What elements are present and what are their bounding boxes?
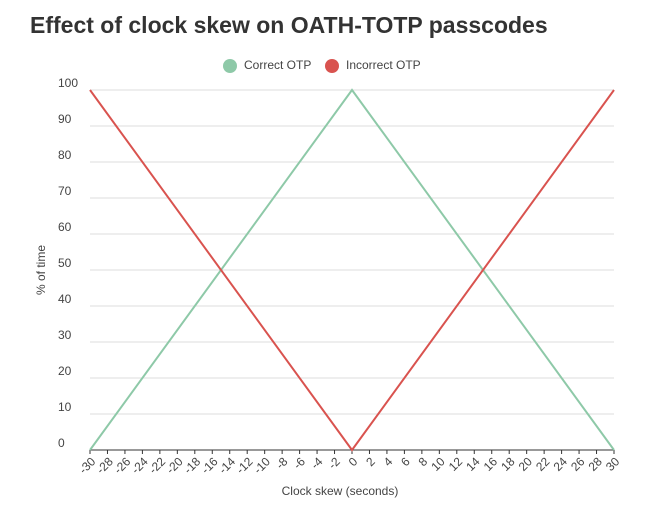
y-tick-label: 30 [58,328,72,342]
legend-label: Incorrect OTP [346,58,421,72]
series-line [89,89,615,452]
x-axis-label: Clock skew (seconds) [282,484,399,498]
legend-marker [325,59,339,73]
y-tick-label: 100 [58,76,78,90]
x-tick-label: 4 [381,454,396,469]
y-axis-label: % of time [34,245,48,295]
y-tick-label: 70 [58,184,72,198]
y-tick-label: 10 [58,400,72,414]
legend-label: Correct OTP [244,58,311,72]
y-tick-label: 40 [58,292,72,306]
y-tick-label: 20 [58,364,72,378]
x-tick-label: -6 [291,454,309,472]
chart-title: Effect of clock skew on OATH-TOTP passco… [30,12,548,38]
x-tick-label: 2 [363,454,378,469]
x-tick-label: -4 [308,454,326,472]
x-tick-label: -8 [273,454,291,472]
x-tick-label: -2 [325,454,343,472]
y-tick-label: 80 [58,148,72,162]
y-tick-label: 60 [58,220,72,234]
x-tick-label: -10 [251,454,273,476]
x-tick-label: 8 [416,454,431,469]
y-tick-label: 50 [58,256,72,270]
x-tick-label: 0 [346,454,361,469]
y-tick-label: 90 [58,112,72,126]
series-line [89,88,615,451]
x-tick-label: 6 [398,454,413,469]
x-tick-label: 30 [603,454,623,474]
y-tick-label: 0 [58,436,65,450]
legend-marker [223,59,237,73]
